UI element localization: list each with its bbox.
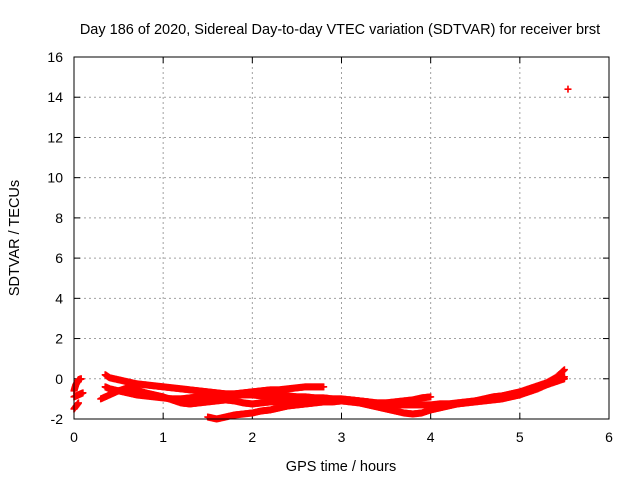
y-tick-label: -2 xyxy=(51,411,64,427)
data-point xyxy=(77,375,85,383)
y-tick-label: 4 xyxy=(55,290,63,306)
y-tick-label: 0 xyxy=(55,371,63,387)
y-tick-label: 16 xyxy=(47,49,63,65)
x-tick-label: 1 xyxy=(159,429,167,445)
chart-title: Day 186 of 2020, Sidereal Day-to-day VTE… xyxy=(80,22,600,38)
y-tick-labels: -2 0 2 4 6 8 10 12 14 16 xyxy=(47,49,63,427)
y-tick-label: 12 xyxy=(47,129,63,145)
data-point xyxy=(320,383,328,391)
y-axis-label: SDTVAR / TECUs xyxy=(7,180,23,296)
x-tick-label: 4 xyxy=(427,429,435,445)
data-points xyxy=(70,85,572,423)
y-tick-label: 8 xyxy=(55,210,63,226)
y-tick-label: 6 xyxy=(55,250,63,266)
x-tick-label: 6 xyxy=(605,429,613,445)
y-tick-label: 2 xyxy=(55,331,63,347)
data-point xyxy=(564,85,572,93)
x-tick-label: 3 xyxy=(338,429,346,445)
x-tick-label: 2 xyxy=(248,429,256,445)
data-point xyxy=(560,366,568,374)
data-point xyxy=(560,367,568,375)
x-tick-label: 0 xyxy=(70,429,78,445)
data-point xyxy=(427,393,435,401)
y-tick-label: 14 xyxy=(47,89,63,105)
x-axis-label: GPS time / hours xyxy=(286,459,396,475)
data-point xyxy=(560,373,568,381)
x-tick-label: 5 xyxy=(516,429,524,445)
plot-frame xyxy=(73,56,610,420)
grid-layer xyxy=(74,57,609,419)
data-point xyxy=(79,389,87,397)
x-tick-labels: 0 1 2 3 4 5 6 xyxy=(70,429,613,445)
y-tick-label: 10 xyxy=(47,170,63,186)
data-point xyxy=(74,399,82,407)
